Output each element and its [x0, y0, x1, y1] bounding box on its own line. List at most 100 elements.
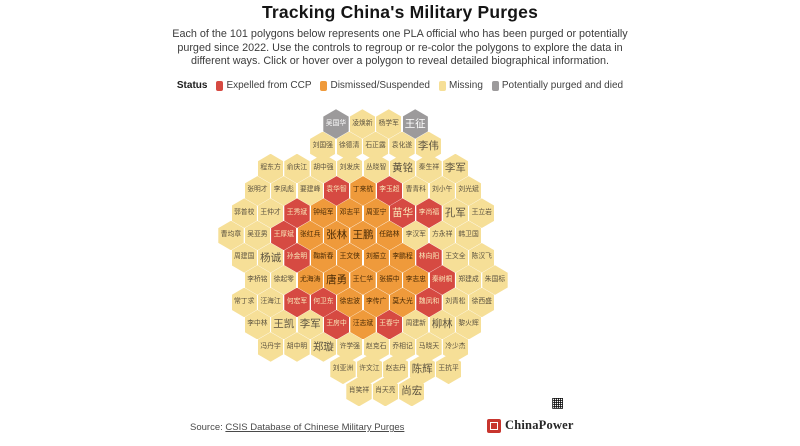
official-name: 李玉超 [379, 186, 400, 194]
official-name: 要建峰 [300, 186, 321, 194]
official-name: 李桥铭 [247, 275, 268, 283]
hex-official[interactable]: 李尚福 [416, 198, 442, 228]
official-name: 黄铭 [392, 162, 414, 175]
hex-official[interactable]: 苗华 [389, 198, 416, 228]
official-name: 任路林 [379, 231, 400, 239]
hex-official[interactable]: 王厚斌 [271, 220, 297, 251]
chinapower-logo-text: ChinaPower [505, 418, 574, 432]
official-name: 肖天亮 [375, 387, 396, 395]
hex-official[interactable]: 袁华智 [323, 176, 350, 206]
hex-official[interactable]: 程东方 [257, 153, 284, 184]
official-name: 秦生祥 [418, 164, 440, 172]
official-name: 方永祥 [432, 231, 453, 239]
source-note: Source: CSIS Database of Chinese Militar… [190, 422, 404, 433]
hex-official[interactable]: 杨学军 [376, 109, 402, 139]
official-name: 李凤彪 [273, 186, 294, 194]
hex-official[interactable]: 王鹏 [350, 220, 376, 251]
hex-official[interactable]: 曹均章 [218, 220, 244, 251]
official-name: 林向阳 [418, 253, 440, 261]
hex-official[interactable]: 周亚宁 [363, 198, 389, 228]
hex-official[interactable]: 丛晓智 [363, 153, 389, 184]
official-name: 张振中 [379, 275, 400, 283]
screenshot-icon[interactable]: ▦ [551, 394, 565, 410]
hex-official[interactable]: 吴亚男 [244, 220, 271, 251]
hex-official[interactable]: 张红兵 [297, 220, 323, 251]
hex-official[interactable]: 黄铭 [389, 153, 416, 184]
official-name: 张红兵 [300, 231, 321, 239]
official-name: 周建新 [405, 320, 426, 328]
hex-official[interactable]: 丁来杭 [350, 176, 376, 206]
official-name: 冷少杰 [445, 342, 466, 350]
official-name: 常丁求 [234, 297, 255, 305]
official-name: 徐忠波 [339, 297, 360, 305]
status-legend: Status Expelled from CCP Dismissed/Suspen… [0, 80, 800, 91]
official-name: 李鹏程 [392, 253, 413, 261]
hex-official[interactable]: 刘发庆 [337, 153, 363, 184]
official-name: 张明才 [247, 186, 268, 194]
hex-official[interactable]: 王秀斌 [284, 198, 310, 228]
hex-official[interactable]: 秦生祥 [416, 153, 442, 184]
official-name: 徐西盛 [471, 297, 492, 305]
official-name: 张林 [326, 229, 348, 242]
official-name: 孔军 [444, 206, 466, 219]
hex-official[interactable]: 任路林 [376, 220, 403, 251]
official-name: 杨诚 [260, 251, 282, 264]
hex-official[interactable]: 王征 [402, 109, 428, 139]
official-name: 郑建成 [458, 275, 479, 283]
legend-swatch-dismissed [320, 80, 328, 91]
official-name: 许学强 [339, 342, 360, 350]
official-name: 王秀斌 [286, 208, 308, 216]
hex-official[interactable]: 王仲才 [257, 198, 284, 228]
official-name: 唐勇 [326, 273, 348, 286]
official-name: 李志忠 [405, 275, 426, 283]
official-name: 秦树桐 [432, 275, 453, 283]
hex-official[interactable]: 胡中强 [310, 153, 337, 184]
hex-official[interactable]: 韩卫国 [455, 220, 482, 251]
official-name: 莫大光 [392, 297, 413, 305]
hex-official[interactable]: 张明才 [244, 176, 271, 206]
official-name: 袁化遂 [391, 141, 413, 149]
hex-official[interactable]: 要建峰 [297, 176, 323, 206]
official-name: 李伟 [417, 140, 439, 153]
official-name: 郑璇 [312, 340, 334, 353]
hex-official[interactable]: 李凤彪 [271, 176, 297, 206]
official-name: 李中林 [247, 320, 268, 328]
chinapower-logo[interactable]: ChinaPower [487, 418, 574, 433]
official-name: 丛晓智 [366, 164, 387, 172]
hex-official[interactable]: 郭普校 [231, 198, 257, 228]
official-name: 孙金明 [286, 253, 308, 261]
hex-official[interactable]: 刘光斌 [455, 176, 482, 206]
official-name: 王文侠 [339, 253, 360, 261]
official-name: 许文江 [359, 364, 380, 372]
hex-official[interactable]: 凌焕新 [349, 109, 376, 139]
official-name: 汪海江 [260, 297, 281, 305]
hex-official[interactable]: 李汉军 [403, 220, 429, 251]
official-name: 李汉军 [405, 231, 426, 239]
legend-label: Dismissed/Suspended [330, 80, 430, 91]
official-name: 汪志斌 [352, 320, 374, 328]
source-prefix: Source: [190, 422, 223, 433]
legend-swatch-missing [438, 80, 446, 91]
legend-label: Potentially purged and died [501, 80, 624, 91]
official-name: 王春宁 [379, 320, 400, 328]
chinapower-logo-icon [487, 418, 501, 433]
hex-official[interactable]: 孔军 [442, 198, 469, 228]
official-name: 李传广 [366, 297, 387, 305]
official-name: 吴亚男 [247, 231, 268, 239]
legend-label: Expelled from CCP [226, 80, 312, 91]
hex-official[interactable]: 邓志平 [337, 198, 363, 228]
hex-official[interactable]: 吴国华 [323, 109, 349, 139]
hex-official[interactable]: 曹青科 [403, 176, 429, 206]
official-name: 胡中明 [286, 342, 308, 350]
hex-official[interactable]: 刘小午 [429, 176, 455, 206]
hex-official[interactable]: 李军 [442, 153, 469, 184]
hex-official[interactable]: 张林 [323, 220, 350, 251]
hex-official[interactable]: 李玉超 [376, 176, 403, 206]
hex-official[interactable]: 俞庆江 [284, 153, 310, 184]
official-name: 王立岩 [471, 208, 492, 216]
hex-official[interactable]: 王立岩 [469, 198, 495, 228]
hex-official[interactable]: 钟绍军 [310, 198, 337, 228]
official-name: 周建国 [234, 253, 255, 261]
source-link[interactable]: CSIS Database of Chinese Military Purges [225, 422, 405, 433]
hex-official[interactable]: 方永祥 [429, 220, 455, 251]
